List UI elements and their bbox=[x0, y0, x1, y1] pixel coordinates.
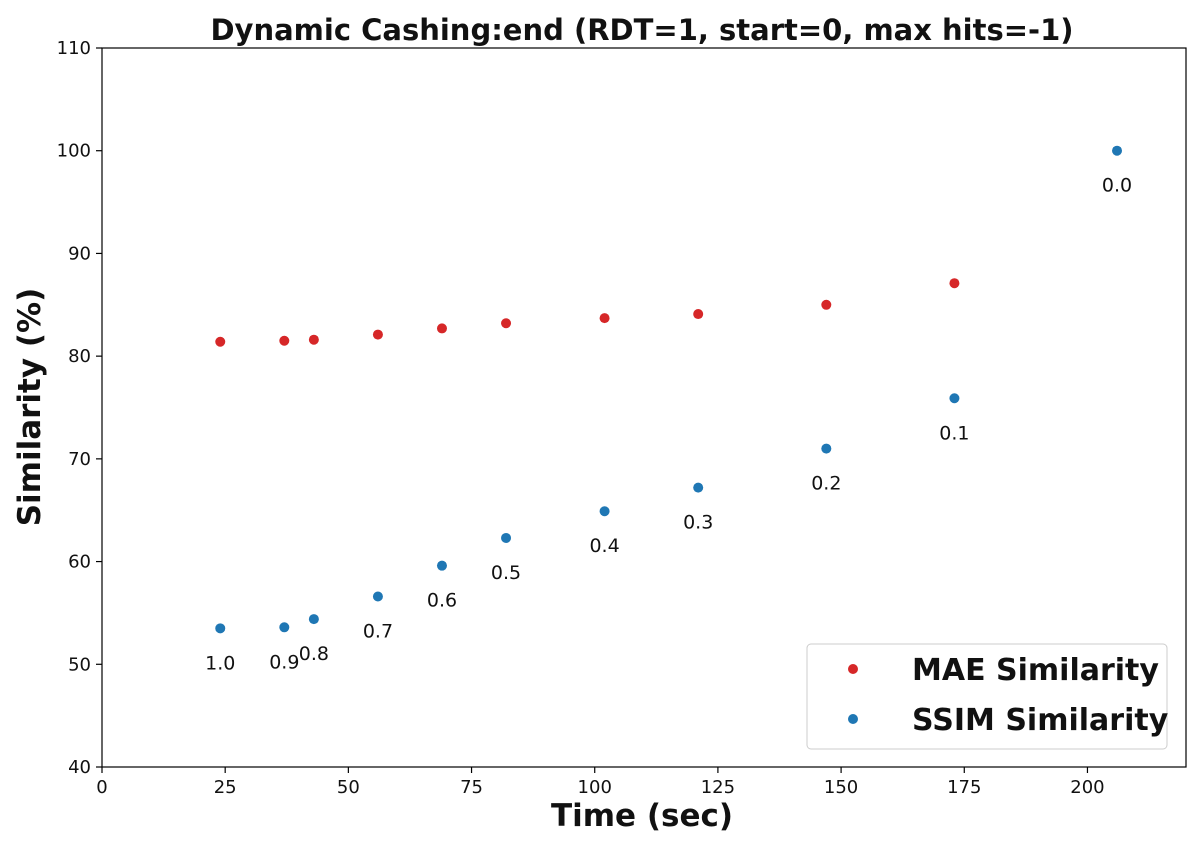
x-tick-label: 0 bbox=[96, 777, 107, 798]
ssim-point-label: 0.5 bbox=[491, 562, 521, 584]
x-tick-label: 75 bbox=[460, 777, 483, 798]
ssim-point bbox=[501, 532, 512, 543]
ssim-point bbox=[215, 623, 226, 634]
mae-point bbox=[821, 299, 832, 310]
x-tick-label: 50 bbox=[337, 777, 360, 798]
ssim-point-label: 0.3 bbox=[683, 512, 713, 534]
x-tick-label: 125 bbox=[701, 777, 735, 798]
y-tick-label: 100 bbox=[57, 141, 91, 162]
x-tick-label: 150 bbox=[824, 777, 858, 798]
mae-point bbox=[372, 329, 383, 340]
y-tick-label: 50 bbox=[68, 654, 91, 675]
chart-title: Dynamic Cashing:end (RDT=1, start=0, max… bbox=[210, 13, 1073, 47]
legend-frame bbox=[806, 643, 1168, 750]
ssim-point bbox=[949, 393, 960, 404]
legend-label: MAE Similarity bbox=[912, 653, 1159, 688]
y-tick-label: 40 bbox=[68, 757, 91, 778]
ssim-point-label: 0.4 bbox=[589, 535, 619, 557]
ssim-point bbox=[279, 622, 290, 633]
mae-point bbox=[501, 318, 512, 329]
data-points bbox=[215, 145, 1123, 634]
y-tick-label: 80 bbox=[68, 346, 91, 367]
ssim-point-label: 0.2 bbox=[811, 473, 841, 495]
ssim-point-label: 1.0 bbox=[205, 652, 235, 674]
x-axis: 0 25 50 75 100 125 150 175 200 bbox=[96, 767, 1105, 798]
mae-point bbox=[279, 335, 290, 346]
ssim-point bbox=[308, 614, 319, 625]
legend-marker bbox=[848, 664, 858, 674]
mae-point bbox=[599, 313, 610, 324]
x-tick-label: 175 bbox=[947, 777, 981, 798]
mae-point bbox=[436, 323, 447, 334]
ssim-point bbox=[1112, 145, 1123, 156]
x-tick-label: 200 bbox=[1070, 777, 1104, 798]
ssim-point-label: 0.7 bbox=[363, 620, 393, 642]
ssim-point bbox=[599, 506, 610, 517]
mae-point bbox=[215, 336, 226, 347]
ssim-point bbox=[821, 443, 832, 454]
x-tick-label: 25 bbox=[214, 777, 237, 798]
ssim-point-label: 0.6 bbox=[427, 590, 457, 612]
y-tick-label: 70 bbox=[68, 449, 91, 470]
plot-area-frame bbox=[101, 47, 1187, 768]
ssim-point bbox=[693, 482, 704, 493]
y-tick-label: 60 bbox=[68, 552, 91, 573]
ssim-point-label: 0.8 bbox=[299, 643, 329, 665]
legend: MAE Similarity SSIM Similarity bbox=[806, 643, 1169, 750]
ssim-point-label: 0.9 bbox=[269, 651, 299, 673]
y-axis: 40 50 60 70 80 90 100 110 bbox=[57, 38, 102, 778]
mae-point bbox=[693, 309, 704, 320]
x-axis-label: Time (sec) bbox=[551, 798, 733, 834]
mae-point bbox=[949, 278, 960, 289]
ssim-point-label: 0.1 bbox=[939, 422, 969, 444]
ssim-point bbox=[436, 560, 447, 571]
y-axis-label: Similarity (%) bbox=[12, 288, 48, 527]
x-tick-label: 100 bbox=[578, 777, 612, 798]
ssim-point-label: 0.0 bbox=[1102, 175, 1132, 197]
data-labels: 1.0 0.9 0.8 0.7 0.6 0.5 0.4 0.3 0.2 0.1 0.0 bbox=[205, 175, 1132, 675]
y-tick-label: 110 bbox=[57, 38, 91, 59]
y-tick-label: 90 bbox=[68, 243, 91, 264]
legend-marker bbox=[848, 714, 858, 724]
ssim-point bbox=[372, 591, 383, 602]
legend-label: SSIM Similarity bbox=[912, 703, 1169, 738]
mae-point bbox=[308, 334, 319, 345]
